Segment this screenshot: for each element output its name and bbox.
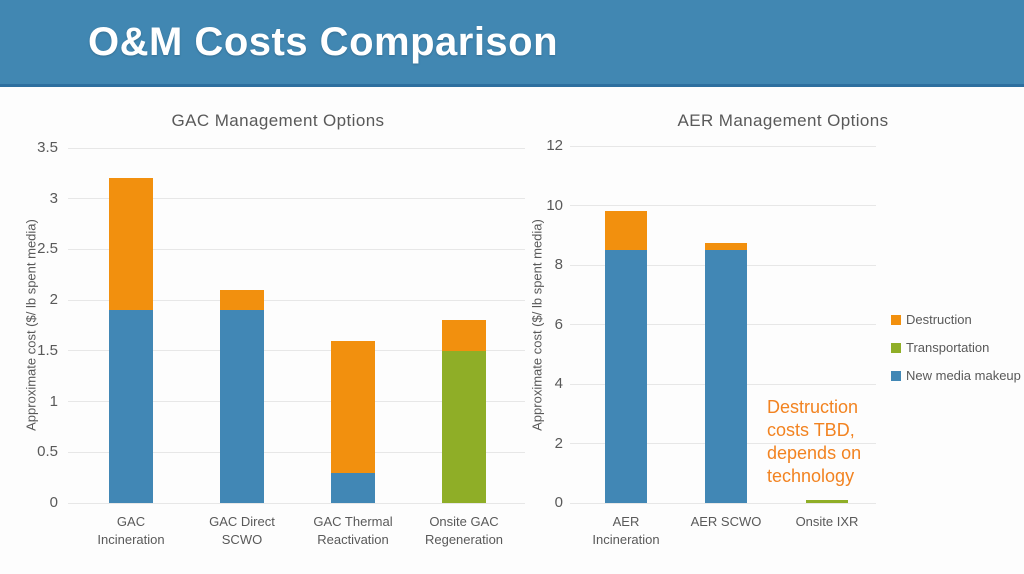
bar-segment-destruction xyxy=(605,211,647,251)
x-category-label: GAC Incineration xyxy=(97,514,165,547)
bar-segment-new-media-makeup xyxy=(705,250,747,503)
legend-item-destruction: Destruction xyxy=(891,312,1021,327)
y-axis-tick-label: 0 xyxy=(49,494,58,511)
legend: Destruction Transportation New media mak… xyxy=(891,312,1021,396)
bar-segment-transportation xyxy=(806,500,848,503)
bar-segment-destruction xyxy=(331,340,375,473)
x-category-label: GAC Thermal Reactivation xyxy=(313,514,393,547)
chart-title-gac: GAC Management Options xyxy=(171,111,385,130)
y-axis-tick-label: 2.5 xyxy=(37,240,58,258)
y-axis-tick-label: 10 xyxy=(546,196,563,214)
page-title: O&M Costs Comparison xyxy=(88,20,559,64)
y-axis-tick-label: 0 xyxy=(554,494,563,511)
y-axis-tick-label: 0.5 xyxy=(37,443,58,461)
gridline xyxy=(570,145,876,147)
y-axis-tick-label: 1.5 xyxy=(37,341,58,359)
y-axis-tick-label: 3.5 xyxy=(37,139,58,156)
gridline xyxy=(570,502,876,504)
gridline xyxy=(570,205,876,206)
x-category-label: GAC Direct SCWO xyxy=(209,514,275,547)
annotation-line: technology xyxy=(767,466,855,486)
y-axis-tick-label: 2 xyxy=(49,291,58,309)
gridline xyxy=(68,299,525,301)
bar-segment-destruction xyxy=(442,320,486,351)
transportation-swatch-icon xyxy=(891,342,901,353)
y-axis-tick-label: 8 xyxy=(554,256,563,273)
gridline xyxy=(68,147,525,149)
bar-segment-destruction xyxy=(109,178,153,311)
gridline xyxy=(68,451,525,453)
bar-segment-destruction xyxy=(705,242,747,251)
y-axis-tick-label: 3 xyxy=(49,189,58,207)
legend-label: Destruction xyxy=(906,312,972,327)
x-category-label: AER SCWO xyxy=(690,514,762,529)
header-band: O&M Costs Comparison xyxy=(0,0,1024,87)
y-axis-tick-label: 6 xyxy=(554,315,563,333)
legend-item-new-media-makeup: New media makeup xyxy=(891,368,1021,383)
annotation-destruction-costs: Destruction costs TBD, depends on techno… xyxy=(767,396,917,488)
y-axis-tick-label: 2 xyxy=(554,434,563,452)
legend-label: New media makeup xyxy=(906,368,1021,383)
gridline xyxy=(68,350,525,352)
legend-label: Transportation xyxy=(906,340,990,355)
y-axis-tick-label: 4 xyxy=(554,375,563,392)
destruction-swatch-icon xyxy=(891,314,901,325)
gridline xyxy=(68,198,525,200)
bar-segment-destruction xyxy=(220,290,264,311)
bar-segment-transportation xyxy=(442,350,486,503)
chart-title-aer: AER Management Options xyxy=(677,111,889,130)
bar-segment-new-media-makeup xyxy=(331,472,375,503)
x-category-label: Onsite IXR xyxy=(795,514,859,529)
y-axis-tick-label: 1 xyxy=(49,392,58,410)
annotation-line: costs TBD, xyxy=(767,420,855,440)
gridline xyxy=(68,248,525,250)
gridline xyxy=(68,401,525,403)
new-media-makeup-swatch-icon xyxy=(891,370,901,381)
gridline xyxy=(68,502,525,504)
y-axis-tick-label: 12 xyxy=(546,137,563,154)
annotation-line: Destruction xyxy=(767,397,859,417)
bar-segment-new-media-makeup xyxy=(109,310,153,503)
annotation-line: depends on xyxy=(767,443,862,463)
x-category-label: AER Incineration xyxy=(592,514,660,547)
bar-segment-new-media-makeup xyxy=(605,250,647,503)
bar-segment-new-media-makeup xyxy=(220,310,264,503)
legend-item-transportation: Transportation xyxy=(891,340,1021,355)
x-category-label: Onsite GAC Regeneration xyxy=(424,514,504,547)
